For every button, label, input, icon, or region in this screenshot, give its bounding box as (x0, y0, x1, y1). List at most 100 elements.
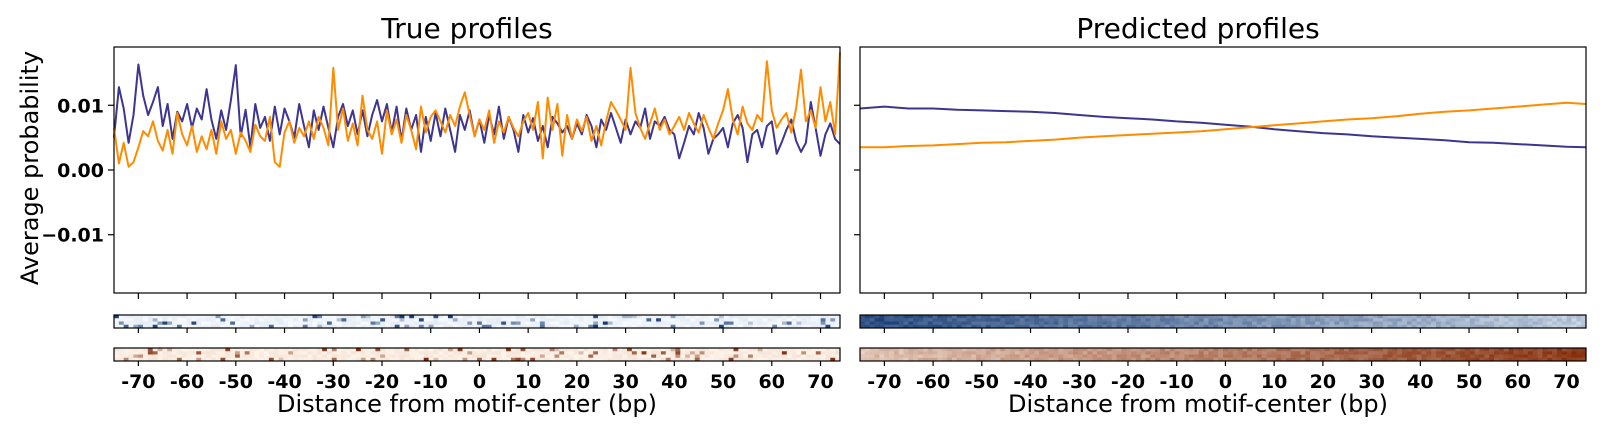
left-heat-cell (264, 315, 270, 319)
right-heat-cell (1150, 321, 1156, 325)
right-heat-cell (1102, 351, 1108, 355)
right-heat-cell (937, 324, 943, 329)
left-heat-cell (380, 318, 386, 322)
left-heat-cell (791, 354, 797, 358)
right-heat-cell (1290, 357, 1296, 362)
left-heat-cell (317, 351, 323, 355)
left-heat-cell (210, 321, 217, 325)
left-heat-cell (631, 315, 638, 319)
left-heat-cell (351, 321, 357, 325)
right-heat-cell (990, 357, 996, 362)
left-heat-cell (201, 351, 207, 355)
left-heat-cell (143, 351, 149, 355)
left-heat-cell (733, 321, 739, 325)
right-heat-cell (1513, 324, 1519, 329)
right-heat-cell (1184, 354, 1190, 358)
right-heat-cell (1300, 315, 1306, 319)
right-heat-cell (1247, 318, 1253, 322)
left-heat-cell (133, 348, 139, 352)
right-heat-cell (893, 318, 900, 322)
right-heat-cell (1431, 357, 1437, 362)
right-heat-cell (1169, 348, 1175, 352)
right-heat-cell (927, 354, 933, 358)
left-heat-cell (670, 321, 676, 325)
right-heat-cell (1019, 348, 1025, 352)
left-heatmap-strips (113, 314, 841, 362)
right-heat-cell (1334, 318, 1340, 322)
right-heat-cell (1450, 357, 1456, 362)
right-heat-cell (1077, 324, 1084, 329)
left-heat-cell (264, 321, 270, 325)
right-heat-cell (937, 351, 943, 355)
right-heat-cell (1498, 315, 1505, 319)
right-heat-cell (1261, 315, 1267, 319)
left-heat-cell (205, 357, 212, 362)
left-x-axis-ticks: -70 -60 -50 -40 -30 -20 -10 0 10 20 30 40 50 60 70 (121, 293, 834, 393)
right-heat-cell (1256, 321, 1263, 325)
left-heat-cell (389, 351, 396, 355)
right-heat-cell (1460, 321, 1466, 325)
left-heat-cell (341, 357, 347, 362)
left-heat-cell (138, 321, 144, 325)
right-heat-cell (869, 351, 875, 355)
left-heat-cell (302, 354, 308, 358)
right-heat-cell (1581, 318, 1587, 322)
right-heat-cell (1479, 357, 1485, 362)
left-heat-cell (689, 354, 696, 358)
right-heat-cell (956, 321, 963, 325)
right-heat-cell (1227, 351, 1234, 355)
left-heat-cell (491, 324, 497, 329)
right-heat-cell (1285, 318, 1292, 322)
left-heat-cell (205, 354, 212, 358)
left-heat-cell (777, 321, 783, 325)
right-heat-cell (1019, 315, 1025, 319)
left-heat-cell (815, 315, 822, 319)
right-heat-cell (1271, 351, 1277, 355)
right-heat-cell (1411, 351, 1417, 355)
left-heat-cell (675, 348, 681, 352)
left-heat-cell (651, 357, 657, 362)
right-x-tick-label: -50 (965, 371, 999, 393)
right-heat-cell (1358, 357, 1364, 362)
right-heat-cell (1537, 354, 1543, 358)
left-heat-cell (772, 318, 778, 322)
right-heat-cell (1556, 354, 1563, 358)
right-heat-cell (1189, 315, 1195, 319)
right-heat-cell (1034, 357, 1040, 362)
right-heat-cell (1363, 351, 1369, 355)
left-heat-cell (239, 315, 246, 319)
right-heat-cell (1145, 354, 1151, 358)
left-heat-cell (385, 321, 391, 325)
left-heat-cell (539, 348, 546, 352)
right-heat-cell (1034, 351, 1040, 355)
left-heat-cell (496, 351, 502, 355)
left-heat-cell (656, 318, 662, 322)
left-heat-cell (467, 324, 473, 329)
left-heat-cell (467, 321, 473, 325)
right-heat-cell (1208, 315, 1214, 319)
left-heat-cell (544, 324, 550, 329)
left-heat-cell (438, 348, 444, 352)
right-heat-cell (1169, 315, 1175, 319)
right-heat-cell (1576, 318, 1582, 322)
left-heat-cell (360, 315, 367, 319)
left-heat-cell (414, 324, 420, 329)
right-heat-cell (1387, 354, 1393, 358)
left-heat-cell (220, 315, 226, 319)
left-heat-cell (544, 321, 550, 325)
right-heat-cell (1160, 324, 1166, 329)
left-heat-cell (506, 354, 512, 358)
left-heat-cell (278, 321, 284, 325)
right-heat-cell (1353, 324, 1359, 329)
right-heat-cell (1402, 321, 1408, 325)
left-heat-cell (302, 321, 308, 325)
left-heat-cell (307, 324, 313, 329)
left-heat-cell (670, 351, 676, 355)
left-heat-cell (627, 351, 633, 355)
left-heat-cell (535, 321, 541, 325)
right-heat-cell (1494, 354, 1500, 358)
left-heat-cell (176, 321, 183, 325)
right-heat-cell (860, 315, 866, 319)
right-heat-cell (1087, 351, 1093, 355)
right-heat-cell (1164, 357, 1171, 362)
